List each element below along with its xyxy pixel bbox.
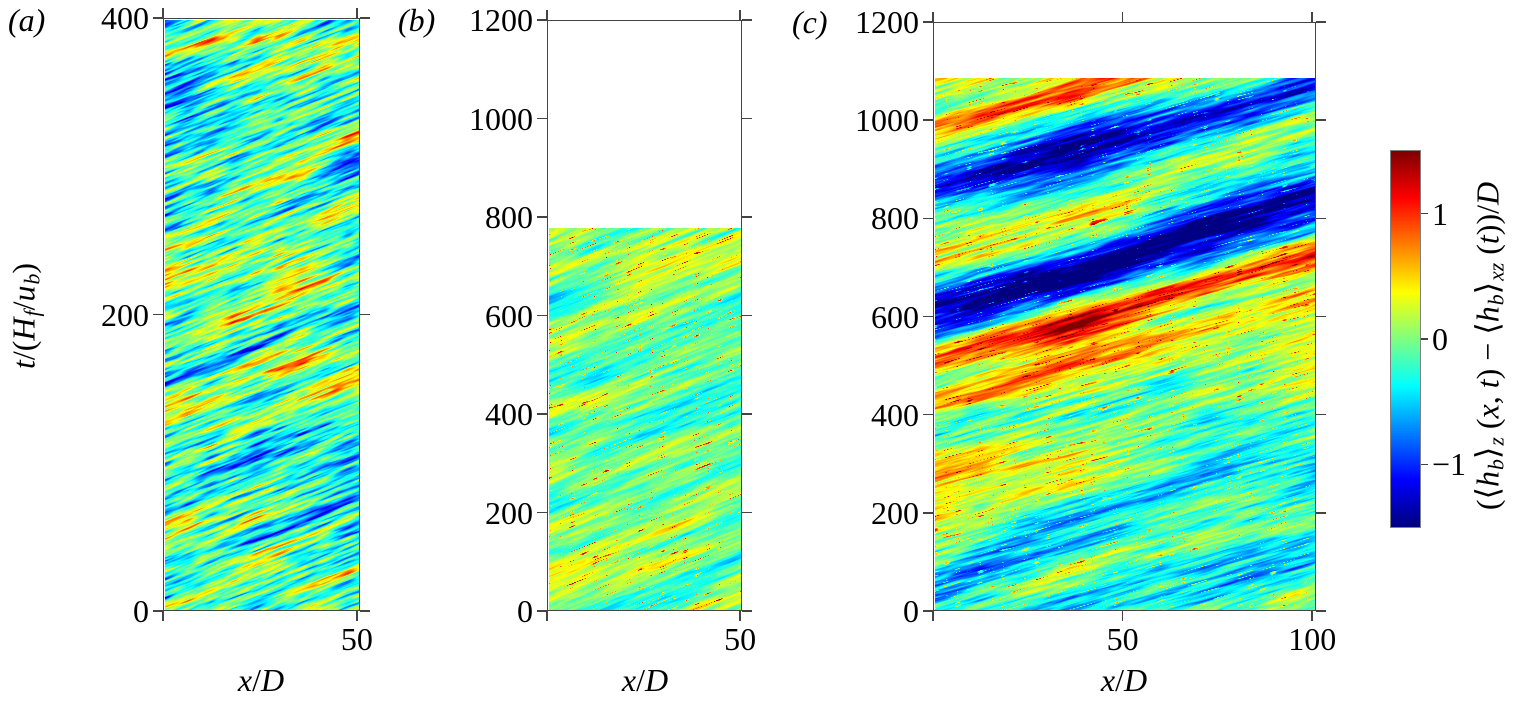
y-tick xyxy=(153,610,163,612)
panel-c-heatmap xyxy=(934,77,1315,610)
y-tick-label: 600 xyxy=(485,297,533,334)
y-tick xyxy=(153,313,163,316)
y-tick-label: 200 xyxy=(485,494,533,531)
y-tick xyxy=(537,216,547,218)
x-tick-label: 50 xyxy=(724,621,757,657)
panel-c-label: (c) xyxy=(792,4,828,40)
y-tick-label: 600 xyxy=(871,298,919,335)
x-tick xyxy=(162,611,164,621)
y-tick xyxy=(153,17,163,19)
x-tick xyxy=(546,611,548,621)
x-tick xyxy=(356,8,358,18)
y-tick xyxy=(360,313,370,316)
y-tick xyxy=(742,216,752,218)
x-tick-label: 50 xyxy=(1106,621,1139,657)
x-tick xyxy=(932,611,934,621)
colorbar-tick-label: 0 xyxy=(1432,321,1448,357)
y-tick-label: 200 xyxy=(871,494,919,531)
y-tick xyxy=(742,413,752,415)
panel-c-xlabel: x/D xyxy=(1100,662,1148,698)
x-tick xyxy=(1311,611,1313,621)
y-tick xyxy=(1316,315,1326,318)
y-tick xyxy=(742,19,752,21)
colorbar-tick-label: 1 xyxy=(1432,195,1448,232)
colorbar-tick xyxy=(1421,338,1428,340)
y-tick-label: 400 xyxy=(101,0,149,36)
y-tick xyxy=(1316,217,1326,220)
panel-a-xlabel: x/D xyxy=(237,662,285,698)
y-tick-label: 800 xyxy=(871,200,919,237)
y-tick xyxy=(923,413,933,416)
y-tick xyxy=(742,314,752,317)
y-tick xyxy=(923,315,933,318)
y-tick-label: 1200 xyxy=(469,2,533,38)
x-tick xyxy=(739,611,741,621)
y-tick xyxy=(360,17,370,19)
colorbar-tick xyxy=(1421,463,1428,466)
x-tick xyxy=(1311,12,1313,22)
y-tick-label: 1000 xyxy=(855,102,919,139)
colorbar xyxy=(1390,150,1421,528)
x-tick xyxy=(1121,12,1124,22)
panel-b-label: (b) xyxy=(398,2,436,38)
y-tick-label: 0 xyxy=(133,593,149,629)
y-tick xyxy=(923,512,933,514)
y-tick-label: 400 xyxy=(485,396,533,432)
y-tick xyxy=(537,314,547,317)
y-tick-label: 1200 xyxy=(855,4,919,40)
y-tick xyxy=(742,511,752,514)
x-tick xyxy=(739,10,741,20)
y-tick-label: 0 xyxy=(517,593,533,629)
y-tick-label: 1000 xyxy=(469,100,533,137)
y-tick xyxy=(1316,610,1326,612)
x-tick-label: 100 xyxy=(1288,621,1337,657)
y-tick xyxy=(923,217,933,220)
y-tick xyxy=(537,413,547,415)
y-tick xyxy=(923,119,933,121)
x-tick-label: 50 xyxy=(340,621,373,657)
y-tick xyxy=(742,117,752,120)
y-tick xyxy=(1316,512,1326,514)
y-tick-label: 400 xyxy=(871,396,919,433)
panel-a-label: (a) xyxy=(8,2,46,38)
x-tick xyxy=(162,8,164,18)
y-tick xyxy=(360,610,370,612)
y-tick xyxy=(1316,119,1326,121)
x-tick xyxy=(932,12,934,22)
x-tick xyxy=(546,10,548,20)
y-tick xyxy=(537,19,547,21)
y-tick-label: 800 xyxy=(485,199,533,235)
x-tick xyxy=(1121,611,1124,621)
y-tick xyxy=(1316,21,1326,23)
panel-b-heatmap xyxy=(548,227,741,610)
colorbar-tick-label: −1 xyxy=(1432,446,1467,483)
y-tick-label: 200 xyxy=(101,296,149,333)
panel-a-heatmap xyxy=(164,19,359,610)
y-tick xyxy=(742,610,752,612)
y-tick xyxy=(537,117,547,120)
panel-b-xlabel: x/D xyxy=(621,662,669,698)
colorbar-tick xyxy=(1421,212,1428,215)
y-tick xyxy=(537,511,547,514)
y-tick xyxy=(537,610,547,612)
x-tick xyxy=(356,611,358,621)
y-tick-label: 0 xyxy=(903,593,919,629)
y-tick xyxy=(923,21,933,23)
y-tick xyxy=(923,610,933,612)
y-tick xyxy=(1316,413,1326,416)
